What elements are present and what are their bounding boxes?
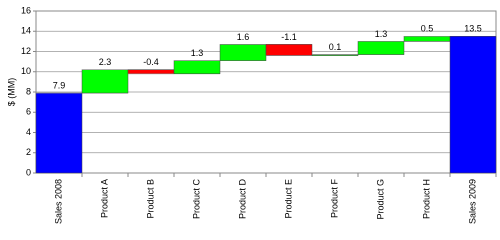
y-tick-label: 0 [26, 167, 31, 177]
y-tick-label: 14 [21, 26, 31, 36]
data-label: 0.5 [421, 24, 434, 34]
x-tick-label: Product H [421, 179, 431, 219]
data-label: 0.1 [329, 42, 342, 52]
data-label: 1.3 [191, 48, 204, 58]
data-label: 7.9 [53, 80, 66, 90]
data-label: -0.4 [143, 57, 159, 67]
y-tick-label: 10 [21, 66, 31, 76]
bar [127, 69, 175, 75]
data-label: 1.3 [375, 29, 388, 39]
x-tick-label: Product C [191, 179, 201, 220]
x-tick-label: Product A [99, 179, 109, 218]
bar [403, 36, 451, 42]
y-tick-label: 4 [26, 127, 31, 137]
data-label: -1.1 [281, 32, 297, 42]
x-tick-label: Product D [237, 179, 247, 220]
chart: $ (MM) 0 2 4 6 8 10 12 14 16 7.9 Sales 2008 2.3 Prod… [6, 5, 497, 224]
x-tick-label: Product F [329, 178, 339, 218]
x-tick-label: Product G [375, 179, 385, 220]
y-tick-label: 16 [21, 5, 31, 15]
x-tick-label: Sales 2009 [467, 179, 477, 224]
bar [265, 44, 313, 56]
y-tick-label: 6 [26, 107, 31, 117]
y-axis-label: $ (MM) [6, 78, 16, 107]
bar [219, 44, 267, 61]
bar [81, 69, 129, 94]
data-label: 13.5 [464, 24, 482, 34]
data-label: 1.6 [237, 32, 250, 42]
bar [357, 41, 405, 55]
x-tick-label: Product E [283, 179, 293, 219]
bar [449, 36, 497, 174]
data-label: 2.3 [99, 57, 112, 67]
x-tick-label: Product B [145, 179, 155, 219]
y-tick-label: 8 [26, 86, 31, 96]
y-tick-label: 2 [26, 147, 31, 157]
x-tick-label: Sales 2008 [53, 179, 63, 224]
bar [35, 92, 83, 174]
y-tick-label: 12 [21, 46, 31, 56]
bar [173, 60, 221, 75]
